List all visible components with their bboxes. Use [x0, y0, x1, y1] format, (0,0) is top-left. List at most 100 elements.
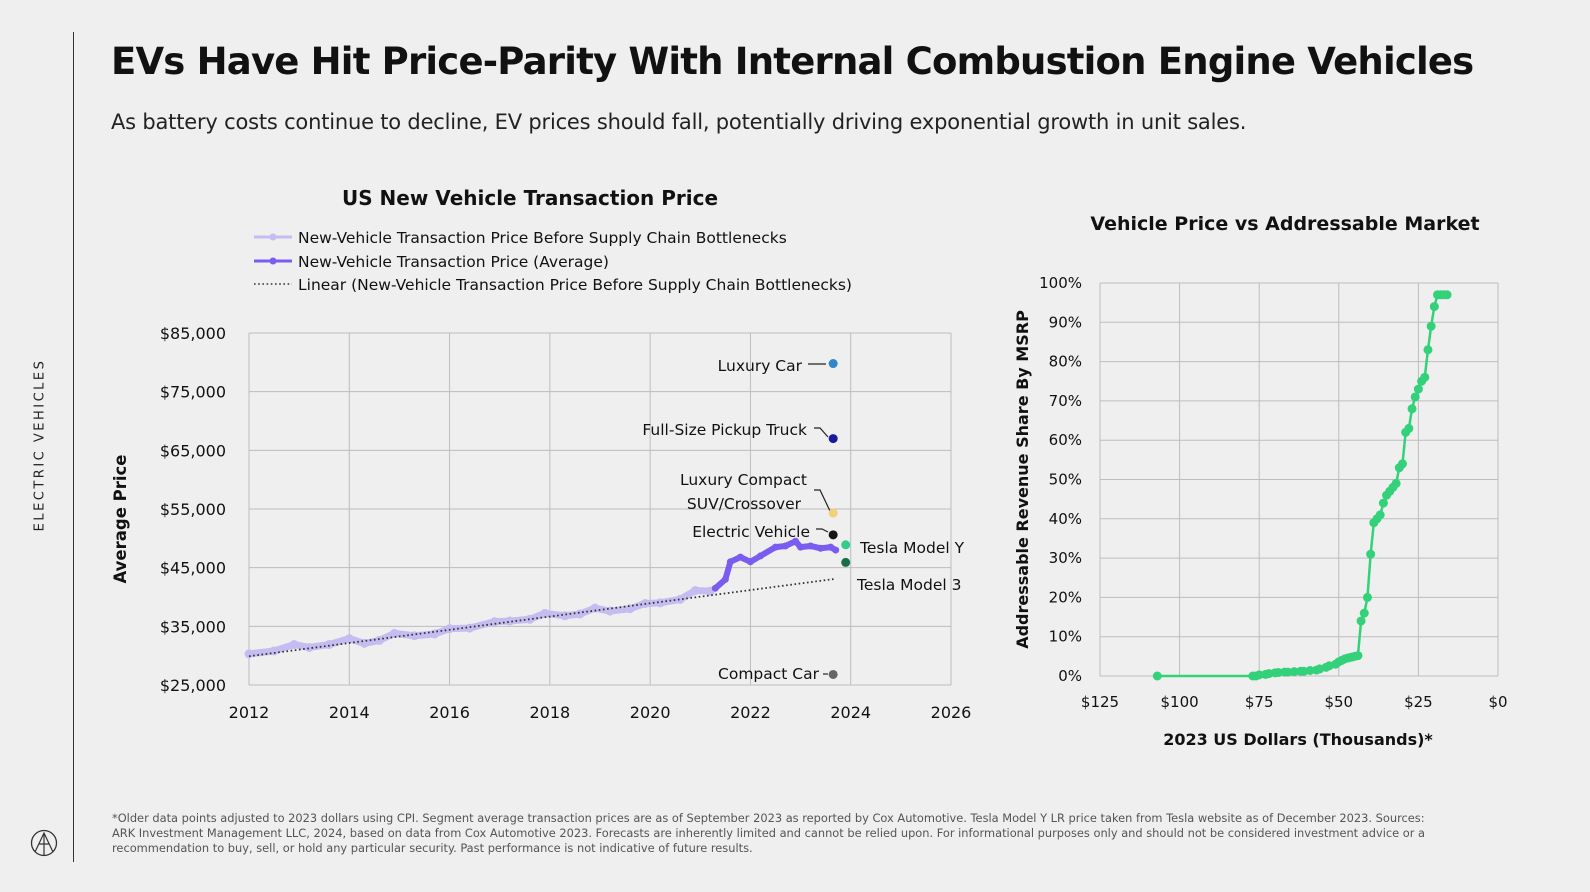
y-tick-label: 70% — [1049, 392, 1082, 410]
point-label-electric-vehicle: Electric Vehicle — [692, 523, 810, 541]
data-point-average — [746, 558, 754, 566]
series-before-bottlenecks-line — [245, 587, 714, 658]
x-tick-label: 2014 — [329, 703, 370, 722]
transaction-price-chart: US New Vehicle Transaction Price New-Vehi… — [111, 186, 972, 722]
data-point-before-bottlenecks — [675, 594, 685, 604]
y-tick-label: $85,000 — [160, 324, 226, 343]
x-axis-label: 2023 US Dollars (Thousands)* — [1163, 730, 1433, 749]
data-point-revenue-share — [1375, 510, 1385, 520]
data-point-average — [792, 537, 800, 545]
data-point-before-bottlenecks — [289, 640, 299, 650]
data-point-revenue-share — [1397, 459, 1407, 469]
data-point-revenue-share — [1378, 498, 1388, 508]
data-point-before-bottlenecks — [409, 631, 419, 641]
legend-label-2: Linear (New-Vehicle Transaction Price Be… — [298, 276, 852, 294]
x-tick-label: 2026 — [931, 703, 972, 722]
y-tick-label: $65,000 — [160, 441, 226, 460]
y-axis-label: Addressable Revenue Share By MSRP — [1013, 310, 1032, 649]
data-point-before-bottlenecks — [374, 635, 384, 645]
data-point-before-bottlenecks — [575, 609, 585, 619]
data-point-revenue-share — [1366, 549, 1376, 559]
data-point-revenue-share — [1305, 665, 1315, 675]
data-point-revenue-share — [1426, 321, 1436, 331]
data-point-average — [772, 543, 779, 551]
x-tick-label: $75 — [1245, 693, 1274, 711]
x-tick-label: 2022 — [730, 703, 771, 722]
data-point-before-bottlenecks — [344, 634, 354, 644]
x-tick-label: $50 — [1324, 693, 1353, 711]
y-tick-label: $25,000 — [160, 676, 226, 695]
data-point-revenue-share — [1359, 608, 1369, 618]
point-label-tesla-model-y: Tesla Model Y — [859, 539, 965, 557]
leader-line-electric-vehicle — [816, 528, 829, 533]
x-tick-label: $25 — [1404, 693, 1433, 711]
data-point-before-bottlenecks — [269, 646, 279, 656]
x-tick-label: 2018 — [529, 703, 570, 722]
data-point-before-bottlenecks — [690, 586, 700, 596]
point-label-luxury-car: Luxury Car — [718, 357, 803, 375]
data-point-revenue-share — [1353, 651, 1363, 661]
point-tesla-model-3 — [841, 557, 851, 567]
addressable-market-chart: Vehicle Price vs Addressable Market $125 $… — [1013, 213, 1508, 749]
x-tick-label: $125 — [1081, 693, 1119, 711]
point-label-full-size-pickup-truck: Full-Size Pickup Truck — [642, 421, 807, 439]
side-divider — [73, 32, 74, 862]
data-point-before-bottlenecks — [655, 598, 665, 608]
data-point-before-bottlenecks — [540, 608, 550, 618]
page-title: EVs Have Hit Price-Parity With Internal … — [111, 40, 1474, 83]
x-tick-label: 2012 — [229, 703, 270, 722]
point-luxury-car — [828, 359, 838, 369]
chart2-title: Vehicle Price vs Addressable Market — [1090, 213, 1479, 235]
y-tick-label: 30% — [1049, 549, 1082, 567]
legend-marker-1 — [269, 257, 277, 265]
data-point-revenue-share — [1410, 392, 1420, 402]
point-label-compact-car: Compact Car — [718, 665, 820, 683]
data-point-before-bottlenecks — [324, 640, 334, 650]
y-tick-label: 0% — [1058, 667, 1082, 685]
y-tick-label: 40% — [1049, 510, 1082, 528]
data-point-revenue-share — [1289, 667, 1299, 677]
y-tick-label: $45,000 — [160, 559, 226, 578]
data-point-average — [807, 542, 815, 550]
data-point-average — [736, 553, 744, 561]
data-point-average — [817, 544, 825, 552]
data-point-revenue-share — [1152, 671, 1162, 681]
y-tick-label: 60% — [1049, 431, 1082, 449]
point-compact-car — [828, 669, 838, 679]
data-point-revenue-share — [1391, 478, 1401, 488]
data-point-before-bottlenecks — [490, 617, 500, 627]
data-point-revenue-share — [1254, 670, 1264, 680]
data-point-revenue-share — [1442, 290, 1452, 300]
data-point-before-bottlenecks — [389, 628, 399, 638]
point-full-size-pickup-truck — [828, 434, 838, 444]
legend-label-1: New-Vehicle Transaction Price (Average) — [298, 253, 609, 271]
legend-label-0: New-Vehicle Transaction Price Before Sup… — [298, 229, 787, 247]
data-point-before-bottlenecks — [590, 603, 600, 613]
series-revenue-share-line — [1157, 293, 1448, 678]
y-tick-label: 90% — [1049, 313, 1082, 331]
data-point-average — [782, 542, 790, 550]
data-point-average — [711, 584, 719, 592]
leader-line-full-size-pickup-truck — [814, 427, 829, 438]
data-point-before-bottlenecks — [304, 642, 314, 652]
data-point-revenue-share — [1420, 372, 1430, 382]
data-point-before-bottlenecks — [525, 614, 535, 624]
data-point-before-bottlenecks — [244, 649, 254, 659]
point-label-tesla-model-3: Tesla Model 3 — [856, 576, 962, 594]
y-tick-label: $35,000 — [160, 617, 226, 636]
data-point-revenue-share — [1362, 592, 1372, 602]
y-tick-label: 100% — [1039, 274, 1082, 292]
point-luxury-compact-suv-crossover — [828, 508, 838, 518]
footnote: *Older data points adjusted to 2023 doll… — [112, 811, 1426, 855]
x-tick-label: 2020 — [630, 703, 671, 722]
data-point-revenue-share — [1356, 616, 1366, 626]
data-point-before-bottlenecks — [605, 606, 615, 616]
data-point-before-bottlenecks — [359, 638, 369, 648]
data-point-before-bottlenecks — [465, 623, 475, 633]
x-tick-label: 2016 — [429, 703, 470, 722]
data-point-revenue-share — [1273, 667, 1283, 677]
data-point-revenue-share — [1407, 404, 1417, 414]
legend-marker-0 — [269, 233, 277, 241]
y-tick-label: 50% — [1049, 471, 1082, 489]
data-point-average — [756, 552, 764, 560]
